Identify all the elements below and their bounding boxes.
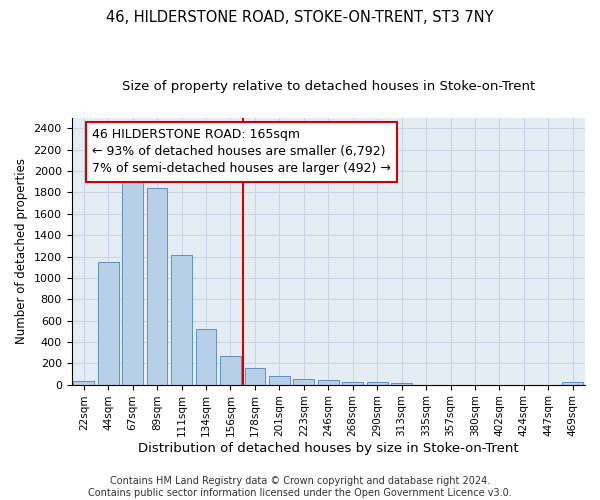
Bar [343, 382, 363, 384]
Text: Contains HM Land Registry data © Crown copyright and database right 2024.
Contai: Contains HM Land Registry data © Crown c… [88, 476, 512, 498]
Bar [391, 383, 412, 384]
Bar [196, 329, 217, 384]
Bar [367, 382, 388, 384]
Bar [293, 380, 314, 384]
Bar [318, 380, 338, 384]
Bar [269, 376, 290, 384]
Bar [73, 382, 94, 384]
Bar [147, 188, 167, 384]
Y-axis label: Number of detached properties: Number of detached properties [15, 158, 28, 344]
Bar [98, 262, 119, 384]
Text: 46 HILDERSTONE ROAD: 165sqm
← 93% of detached houses are smaller (6,792)
7% of s: 46 HILDERSTONE ROAD: 165sqm ← 93% of det… [92, 128, 391, 176]
Bar [171, 256, 192, 384]
Bar [220, 356, 241, 384]
Bar [122, 176, 143, 384]
Text: 46, HILDERSTONE ROAD, STOKE-ON-TRENT, ST3 7NY: 46, HILDERSTONE ROAD, STOKE-ON-TRENT, ST… [106, 10, 494, 25]
Bar [245, 368, 265, 384]
Title: Size of property relative to detached houses in Stoke-on-Trent: Size of property relative to detached ho… [122, 80, 535, 93]
X-axis label: Distribution of detached houses by size in Stoke-on-Trent: Distribution of detached houses by size … [138, 442, 518, 455]
Bar [562, 382, 583, 384]
